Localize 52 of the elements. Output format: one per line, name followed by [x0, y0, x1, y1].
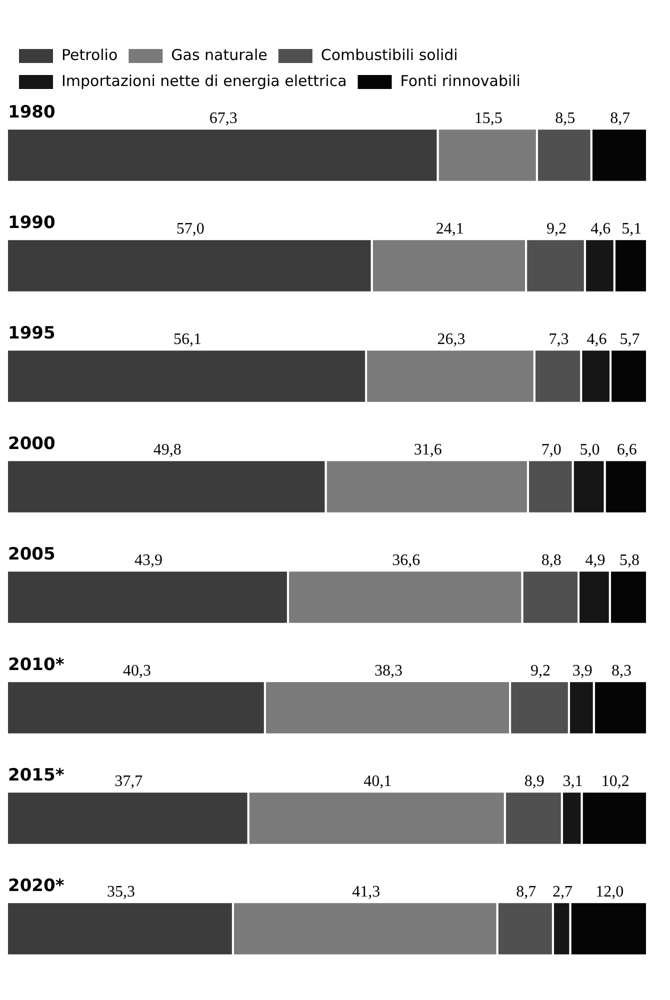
data-label: 12,0 [596, 883, 624, 900]
data-label: 40,1 [364, 772, 392, 790]
legend-label: Gas naturale [171, 46, 268, 64]
legend-label: Combustibili solidi [320, 46, 458, 64]
data-label: 40,3 [122, 662, 151, 680]
data-label: 7,3 [548, 330, 569, 348]
data-label: 5,8 [619, 552, 640, 569]
data-label: 4,6 [590, 220, 611, 238]
data-label: 5,7 [620, 330, 640, 348]
data-label: 24,1 [436, 220, 464, 238]
data-label: 9,2 [546, 220, 566, 238]
data-label: 31,6 [414, 441, 442, 458]
data-label: 2,7 [552, 883, 573, 900]
data-label: 4,6 [586, 330, 607, 348]
data-label: 6,6 [616, 441, 637, 458]
y-tick-label: 2015* [8, 766, 64, 786]
y-tick-label: 2020* [8, 876, 64, 896]
y-tick-label: 2005 [8, 544, 56, 565]
y-tick-label: 1990 [8, 213, 56, 234]
y-tick-label: 2010* [8, 655, 64, 676]
data-label: 38,3 [374, 662, 402, 680]
data-label: 8,8 [541, 552, 562, 569]
data-label: 67,3 [209, 110, 238, 127]
legend-label: Fonti rinnovabili [400, 72, 520, 90]
y-tick-label: 2000 [8, 434, 56, 454]
data-label: 8,7 [516, 883, 536, 900]
y-tick-label: 1980 [8, 102, 56, 123]
y-tick-label: 1995 [8, 324, 56, 344]
data-label: 4,9 [585, 552, 606, 569]
data-label: 8,9 [524, 772, 544, 790]
data-label: 35,3 [106, 883, 135, 900]
data-label: 5,1 [622, 220, 642, 238]
data-label: 8,7 [610, 110, 630, 127]
data-label: 49,8 [153, 441, 182, 458]
data-label: 56,1 [174, 330, 202, 348]
data-label: 37,7 [114, 772, 143, 790]
data-label: 8,5 [555, 110, 576, 127]
legend-label: Petrolio [62, 46, 118, 64]
data-label: 36,6 [392, 552, 420, 569]
data-label: 8,3 [611, 662, 632, 680]
data-label: 10,2 [601, 772, 630, 790]
data-label: 5,0 [580, 441, 600, 458]
data-label: 9,2 [530, 662, 550, 680]
data-label: 26,3 [437, 330, 466, 348]
legend-label: Importazioni nette di energia elettrica [62, 72, 347, 90]
data-label: 57,0 [176, 220, 204, 238]
data-label: 15,5 [474, 110, 502, 127]
data-label: 3,1 [562, 772, 583, 790]
data-label: 7,0 [541, 441, 562, 458]
data-label: 41,3 [352, 883, 380, 900]
data-label: 3,9 [572, 662, 592, 680]
data-label: 43,9 [134, 552, 162, 569]
